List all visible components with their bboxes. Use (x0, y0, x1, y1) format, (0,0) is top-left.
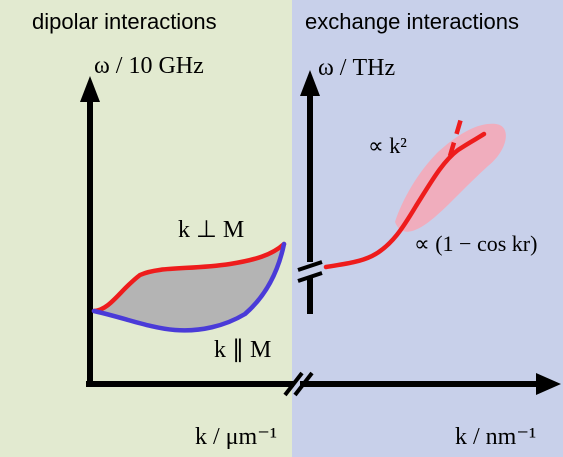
k-perp-m-label: k ⊥ M (178, 217, 244, 243)
exchange-red-branch (323, 131, 487, 270)
right-y-axis-break-mark-2 (297, 271, 323, 283)
right-y-axis-label: ω / THz (318, 55, 395, 81)
dipolar-shaded-region (94, 244, 284, 331)
quadratic-annotation: ∝ k² (368, 133, 407, 158)
x-axis-break-mark-2 (293, 371, 314, 397)
exchange-pink-band (395, 123, 506, 232)
exchange-panel-title: exchange interactions (305, 9, 519, 34)
dipolar-red-branch (91, 241, 287, 314)
right-y-axis-arrowhead (300, 70, 320, 96)
dipolar-panel-title: dipolar interactions (32, 9, 217, 34)
right-x-axis-label: k / nm⁻¹ (455, 424, 536, 450)
cosine-annotation: ∝ (1 − cos kr) (414, 231, 537, 256)
x-axis-arrowhead (536, 373, 561, 395)
left-x-axis-label: k / μm⁻¹ (195, 424, 277, 450)
left-y-axis-label: ω / 10 GHz (94, 53, 204, 79)
dipolar-blue-branch (91, 241, 287, 333)
left-y-axis-arrowhead (80, 76, 100, 102)
exchange-quadratic-dashed (447, 111, 466, 157)
dipolar-panel-background (0, 0, 292, 457)
k-par-m-label: k ∥ M (214, 337, 271, 363)
x-axis-break-mark-1 (283, 371, 304, 397)
right-y-axis-break-mark-1 (297, 260, 323, 272)
exchange-panel-background (292, 0, 563, 457)
